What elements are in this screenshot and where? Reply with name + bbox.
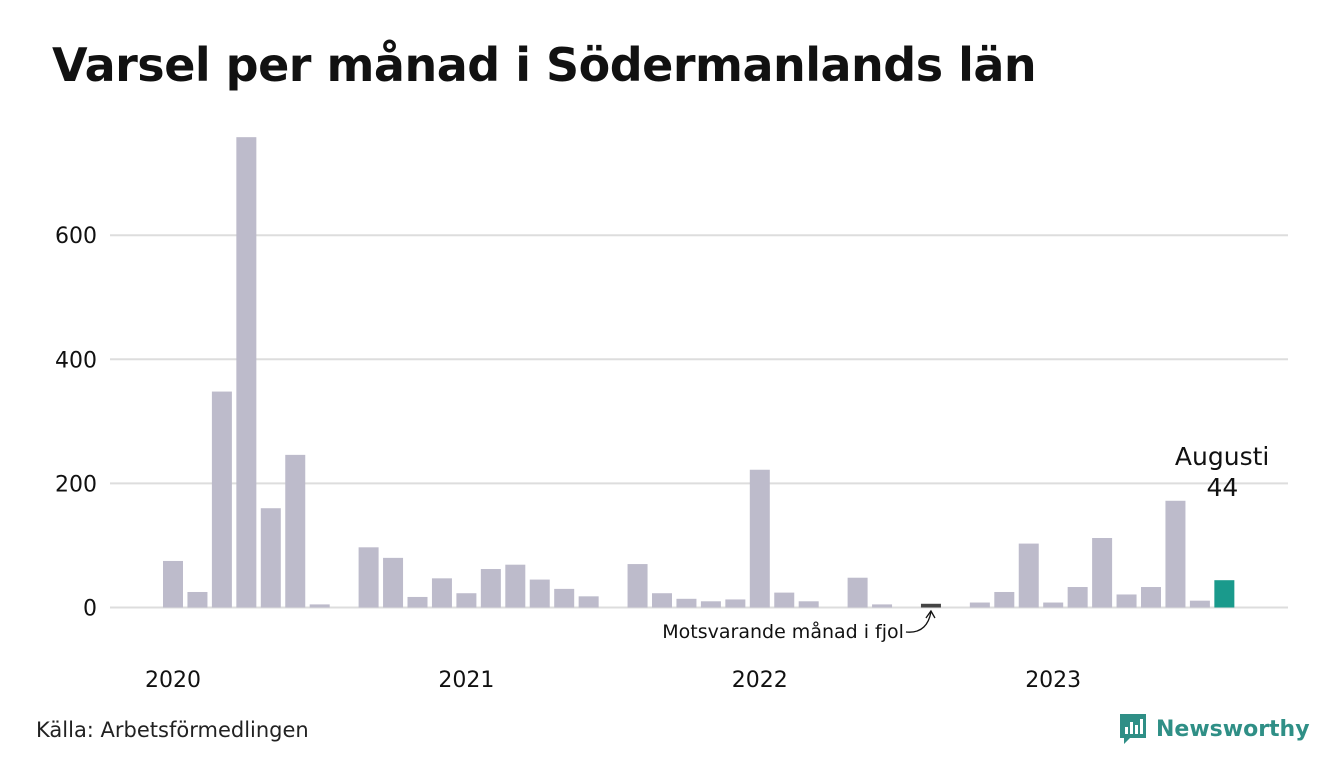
bar-2023-01: [1043, 602, 1064, 608]
bar-2021-09: [652, 593, 672, 608]
bar-2020-09: [358, 547, 379, 608]
bar-2023-06: [1165, 500, 1186, 608]
y-axis: 0 200 400 600: [55, 224, 97, 621]
bar-2020-06: [285, 454, 306, 608]
bar-2020-11: [407, 596, 428, 608]
bar-2021-06: [578, 596, 599, 608]
bar-2020-05: [260, 508, 281, 608]
newsworthy-logo-icon: [1120, 714, 1146, 744]
bar-2023-05: [1141, 587, 1161, 608]
bar-2023-03: [1092, 538, 1113, 608]
source-note: Källa: Arbetsförmedlingen: [36, 718, 309, 742]
bar-2021-11: [700, 601, 721, 608]
bar-2023-08: [1214, 580, 1235, 608]
bar-2022-05: [847, 577, 868, 608]
bar-2021-08: [627, 564, 648, 608]
current-value-label: 44: [1207, 473, 1239, 502]
bar-2020-02: [187, 591, 208, 608]
y-tick-label: 400: [55, 348, 97, 373]
bar-2023-07: [1189, 600, 1210, 608]
bar-2021-03: [505, 564, 526, 608]
bar-2023-02: [1067, 587, 1088, 608]
chart-title: Varsel per månad i Södermanlands län: [52, 38, 1037, 92]
brand-name: Newsworthy: [1156, 716, 1310, 742]
x-year-label: 2023: [1025, 668, 1081, 693]
bar-2021-05: [554, 588, 575, 608]
bar-2020-01: [163, 560, 183, 608]
bar-2021-10: [676, 598, 697, 608]
y-tick-label: 0: [83, 597, 97, 622]
bar-2023-04: [1116, 594, 1137, 608]
bar-2020-12: [431, 578, 452, 608]
bar-2021-02: [480, 569, 501, 608]
x-axis: 2020 2021 2022 2023: [145, 668, 1081, 693]
bar-2022-10: [969, 602, 990, 608]
bar-2022-01: [749, 469, 770, 608]
bars: [163, 137, 1235, 608]
y-tick-label: 600: [55, 224, 97, 249]
brand-logo: Newsworthy: [1118, 712, 1310, 746]
bar-2022-03: [798, 601, 819, 608]
x-year-label: 2022: [732, 668, 788, 693]
bar-2020-04: [236, 137, 257, 608]
bar-2022-12: [1018, 543, 1039, 608]
bar-2022-02: [774, 592, 795, 608]
annotation-arrow-line: [905, 611, 932, 633]
x-year-label: 2021: [438, 668, 494, 693]
current-month-label: Augusti: [1175, 442, 1269, 471]
previous-year-label: Motsvarande månad i fjol: [662, 620, 904, 643]
grid-lines: [110, 234, 1288, 609]
bar-2022-06: [872, 604, 893, 608]
bar-2021-01: [456, 593, 477, 608]
y-tick-label: 200: [55, 472, 97, 497]
bar-2020-10: [383, 557, 404, 608]
bar-2022-08: [920, 603, 941, 608]
bar-2022-11: [994, 591, 1015, 608]
annotation-arrowhead: [925, 609, 936, 619]
bar-2020-07: [309, 604, 330, 608]
bar-2021-12: [725, 599, 746, 608]
bar-2020-03: [211, 391, 232, 608]
bar-2021-04: [529, 579, 550, 608]
x-year-label: 2020: [145, 668, 201, 693]
